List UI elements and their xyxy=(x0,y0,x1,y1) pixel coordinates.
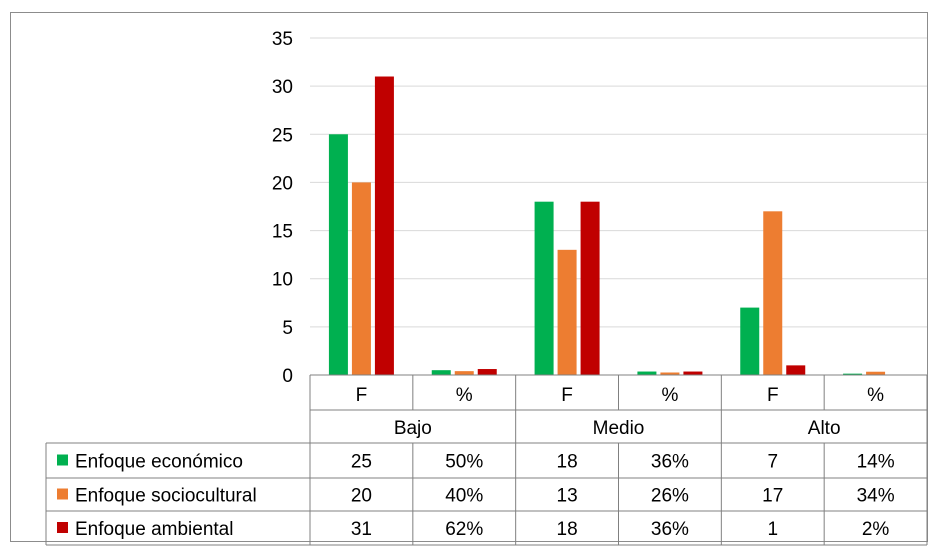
y-tick-label: 10 xyxy=(272,270,293,291)
y-tick-label: 20 xyxy=(272,173,293,194)
table-cell: 17 xyxy=(762,486,783,507)
table-cell: 7 xyxy=(767,452,778,473)
y-tick-label: 35 xyxy=(272,29,293,50)
y-tick-label: 15 xyxy=(272,222,293,243)
bar xyxy=(454,371,474,375)
x-group-label: Medio xyxy=(593,418,645,439)
bar xyxy=(660,372,680,375)
y-tick-label: 0 xyxy=(282,366,293,387)
x-subcategory-label: F xyxy=(561,385,573,406)
x-subcategory-label: % xyxy=(661,385,678,406)
y-tick-label: 25 xyxy=(272,125,293,146)
legend-label: Enfoque económico xyxy=(75,452,243,473)
table-cell: 36% xyxy=(651,519,689,540)
table-cell: 31 xyxy=(351,519,372,540)
table-cell: 20 xyxy=(351,486,372,507)
table-cell: 1 xyxy=(767,519,778,540)
table-cell: 2% xyxy=(862,519,890,540)
y-axis: 0 5 10 15 20 25 30 35 xyxy=(272,29,293,387)
table-cell: 25 xyxy=(351,452,372,473)
bar xyxy=(843,373,863,375)
data-table: F% F% F % Bajo Medio Alto Enfoque económico 25 50… xyxy=(45,374,928,546)
legend-swatch xyxy=(57,522,68,533)
bar xyxy=(637,371,657,375)
legend-label: Enfoque ambiental xyxy=(75,519,233,540)
bar xyxy=(866,371,886,375)
bar xyxy=(351,182,371,375)
table-cell: 13 xyxy=(557,486,578,507)
table-cell: 18 xyxy=(557,519,578,540)
table-cell: 36% xyxy=(651,452,689,473)
table-cell: 18 xyxy=(557,452,578,473)
y-tick-label: 5 xyxy=(282,318,293,339)
table-cell: 40% xyxy=(445,486,483,507)
table-cell: 26% xyxy=(651,486,689,507)
table-cell: 62% xyxy=(445,519,483,540)
table-cell: 34% xyxy=(857,486,895,507)
x-group-label: Alto xyxy=(808,418,841,439)
bars xyxy=(328,76,909,375)
gridlines xyxy=(310,37,927,376)
bar xyxy=(374,76,394,375)
bar xyxy=(580,201,600,375)
bar xyxy=(477,369,497,375)
bar xyxy=(534,201,554,375)
bar xyxy=(431,370,451,375)
bar xyxy=(328,134,348,375)
legend-label: Enfoque sociocultural xyxy=(75,486,257,507)
legend-swatch xyxy=(57,454,68,466)
bar xyxy=(557,249,577,375)
x-subcategory-label: F xyxy=(767,385,779,406)
table-cell: 50% xyxy=(445,452,483,473)
table-cell: 14% xyxy=(857,452,895,473)
bar xyxy=(683,371,703,375)
x-group-label: Bajo xyxy=(394,418,432,439)
bar xyxy=(763,211,783,375)
legend-swatch xyxy=(57,488,68,500)
x-subcategory-label: F xyxy=(356,385,368,406)
bar xyxy=(786,365,806,375)
y-tick-label: 30 xyxy=(272,77,293,98)
x-subcategory-label: % xyxy=(456,385,473,406)
bar xyxy=(740,307,760,375)
x-subcategory-label: % xyxy=(867,385,884,406)
